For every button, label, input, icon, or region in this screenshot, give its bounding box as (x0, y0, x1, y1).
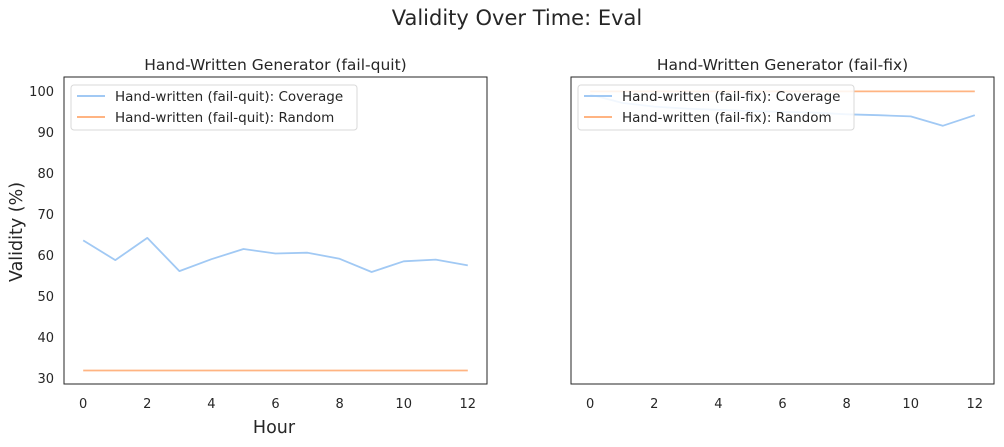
y-tick-label: 80 (37, 167, 54, 182)
series-line-coverage (82, 236, 468, 273)
tick-labels: 0 2 4 6 8 10 12 (586, 397, 983, 412)
legend-box (70, 84, 358, 131)
legend-label-random: Hand-written (fail-fix): Random (622, 110, 832, 126)
x-tick-label: 8 (335, 397, 343, 412)
x-axis-label: Hour (253, 418, 296, 438)
y-tick-label: 70 (37, 208, 54, 223)
x-tick-label: 2 (143, 397, 151, 412)
x-tick-label: 6 (271, 397, 279, 412)
panel-title: Hand-Written Generator (fail-fix) (657, 56, 908, 74)
panel-fail-quit: Hand-Written Generator (fail-quit) Valid… (7, 56, 488, 438)
x-tick-label: 0 (79, 397, 87, 412)
x-tick-label: 4 (714, 397, 722, 412)
legend-label-random: Hand-written (fail-quit): Random (115, 110, 334, 126)
axes-frame (63, 76, 488, 385)
legend-box (577, 84, 855, 131)
legend-label-coverage: Hand-written (fail-fix): Coverage (622, 89, 840, 105)
x-tick-label: 8 (842, 397, 850, 412)
x-tick-label: 2 (650, 397, 658, 412)
x-tick-label: 12 (460, 397, 477, 412)
tick-labels: 0 2 4 6 8 10 12 30 40 50 60 70 80 90 100 (29, 85, 476, 412)
x-tick-label: 6 (778, 397, 786, 412)
figure-suptitle: Validity Over Time: Eval (392, 6, 643, 30)
legend-label-coverage: Hand-written (fail-quit): Coverage (115, 89, 343, 105)
y-axis-label: Validity (%) (7, 182, 27, 282)
axes-frame (570, 76, 995, 385)
y-tick-label: 60 (37, 249, 54, 264)
legend: Hand-written (fail-quit): Coverage Hand-… (70, 84, 358, 131)
y-tick-label: 90 (37, 126, 54, 141)
series-lines (82, 236, 468, 372)
y-tick-label: 100 (29, 85, 54, 100)
legend: Hand-written (fail-fix): Coverage Hand-w… (577, 84, 855, 131)
panel-fail-fix: Hand-Written Generator (fail-fix) 0 2 4 6 8 1… (570, 56, 995, 412)
x-tick-label: 10 (395, 397, 412, 412)
x-tick-label: 10 (902, 397, 919, 412)
y-tick-label: 40 (37, 331, 54, 346)
x-tick-label: 0 (586, 397, 594, 412)
x-tick-label: 4 (207, 397, 215, 412)
x-tick-label: 12 (967, 397, 984, 412)
y-tick-label: 50 (37, 290, 54, 305)
panel-title: Hand-Written Generator (fail-quit) (144, 56, 406, 74)
y-tick-label: 30 (37, 372, 54, 387)
